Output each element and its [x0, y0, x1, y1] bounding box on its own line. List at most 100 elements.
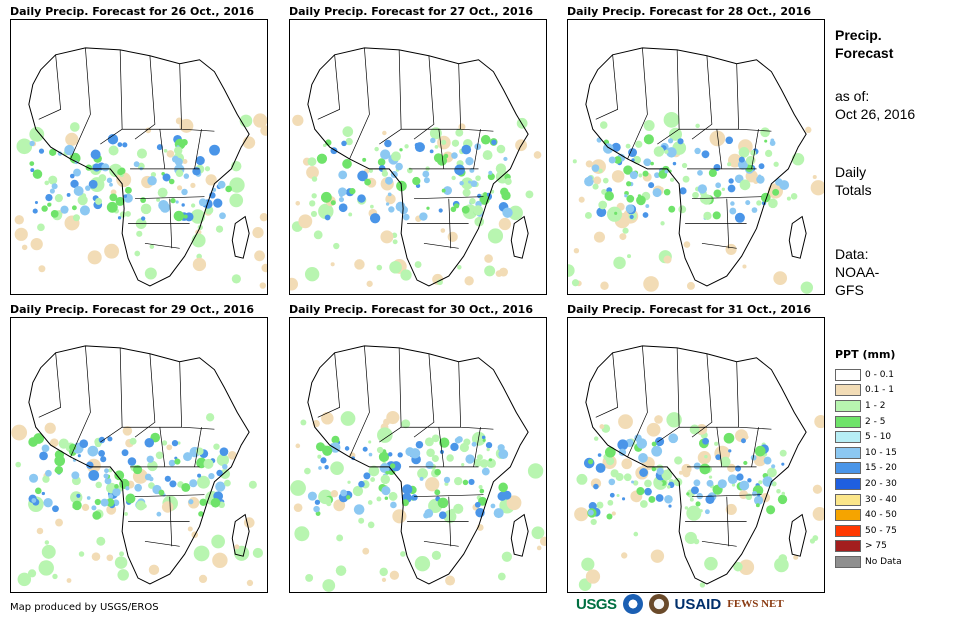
precip-patch	[499, 267, 508, 277]
data-source-line3: GFS	[835, 282, 864, 298]
precip-patch	[727, 162, 732, 167]
precip-patch	[158, 489, 165, 496]
precip-patch	[147, 176, 157, 186]
precip-patch	[338, 203, 348, 213]
precip-patch	[91, 552, 101, 561]
precip-patch	[71, 471, 80, 480]
precip-patch	[134, 483, 143, 492]
precip-patch	[446, 454, 454, 462]
precip-patch	[304, 467, 311, 475]
precip-patch	[155, 451, 164, 460]
precip-patch	[758, 480, 763, 485]
precip-patch	[212, 552, 228, 569]
precip-patch	[400, 551, 406, 557]
precip-patch	[69, 122, 80, 132]
precip-patch	[101, 163, 110, 172]
country-border	[751, 427, 759, 467]
precip-patch	[697, 450, 712, 465]
country-border	[144, 242, 180, 249]
precip-patch	[333, 242, 340, 250]
precip-patch	[790, 193, 798, 200]
precip-patch	[17, 572, 32, 587]
country-border	[726, 198, 730, 249]
precip-patch	[330, 490, 339, 498]
precip-patch	[259, 282, 267, 289]
precip-patch	[434, 489, 441, 496]
country-border	[423, 540, 459, 547]
precip-patch	[385, 202, 390, 206]
precip-patch	[140, 203, 152, 215]
precip-patch	[646, 422, 661, 437]
precip-patch	[38, 560, 54, 576]
precip-patch	[376, 264, 383, 271]
precip-patch	[117, 142, 123, 147]
precip-patch	[85, 185, 91, 191]
precip-patch	[708, 168, 717, 178]
country-border	[458, 361, 494, 430]
precip-patch	[242, 136, 256, 149]
precip-patch	[290, 277, 299, 291]
precip-patch	[704, 454, 708, 459]
legend-swatch	[835, 477, 861, 490]
precip-patch	[112, 487, 121, 497]
precip-patch	[183, 214, 188, 219]
legend-item: 10 - 15	[835, 445, 955, 461]
precip-patch	[593, 436, 599, 441]
precip-patch	[295, 443, 301, 449]
precip-patch	[98, 436, 106, 444]
africa-map-graphic	[14, 47, 267, 289]
precip-patch	[648, 496, 656, 503]
precip-patch	[682, 175, 690, 183]
precip-patch	[182, 159, 188, 165]
precip-patch	[48, 175, 58, 185]
country-border	[134, 55, 156, 140]
precip-patch	[812, 507, 824, 521]
precip-patch	[87, 445, 99, 457]
precip-patch	[437, 497, 449, 509]
legend-label: 40 - 50	[865, 510, 897, 521]
precip-patch	[133, 465, 143, 475]
precip-patch	[660, 221, 665, 226]
precip-patch	[455, 128, 464, 137]
precip-patch	[653, 146, 665, 157]
precip-patch	[114, 556, 128, 569]
precip-patch	[600, 281, 609, 290]
precip-patch	[606, 513, 613, 520]
precip-patch	[215, 225, 224, 233]
precip-patch	[725, 503, 737, 515]
madagascar-outline	[510, 513, 529, 557]
africa-map-graphic	[11, 345, 264, 587]
precip-patch	[424, 437, 434, 447]
legend-swatch	[835, 524, 861, 537]
precip-patch	[106, 177, 113, 184]
precip-patch	[77, 195, 88, 206]
precip-patch	[773, 161, 779, 167]
panel-title: Daily Precip. Forecast for 29 Oct., 2016	[10, 303, 254, 316]
precip-patch	[683, 241, 691, 248]
precip-patch	[755, 503, 760, 508]
precip-patch	[470, 180, 478, 188]
precip-patch	[219, 212, 226, 220]
usaid-logo: USAID	[674, 595, 722, 613]
precip-patch	[260, 125, 267, 136]
precip-patch	[695, 501, 701, 507]
precip-patch	[643, 276, 659, 292]
precip-patch	[488, 170, 493, 175]
precip-patch	[164, 475, 171, 482]
precip-patch	[330, 461, 344, 476]
precip-patch	[345, 137, 353, 146]
precip-patch	[654, 172, 660, 179]
precip-patch	[720, 456, 731, 468]
precip-patch	[766, 467, 777, 478]
precip-patch	[640, 500, 648, 508]
precip-patch	[32, 169, 43, 179]
precip-patch	[527, 463, 544, 479]
precip-patch	[584, 211, 592, 219]
precip-patch	[438, 208, 443, 213]
precip-patch	[496, 144, 506, 154]
precip-patch	[149, 244, 155, 249]
country-border	[70, 47, 91, 160]
precip-patch	[60, 205, 69, 214]
precip-patch	[701, 150, 710, 159]
precip-patch	[49, 148, 57, 156]
